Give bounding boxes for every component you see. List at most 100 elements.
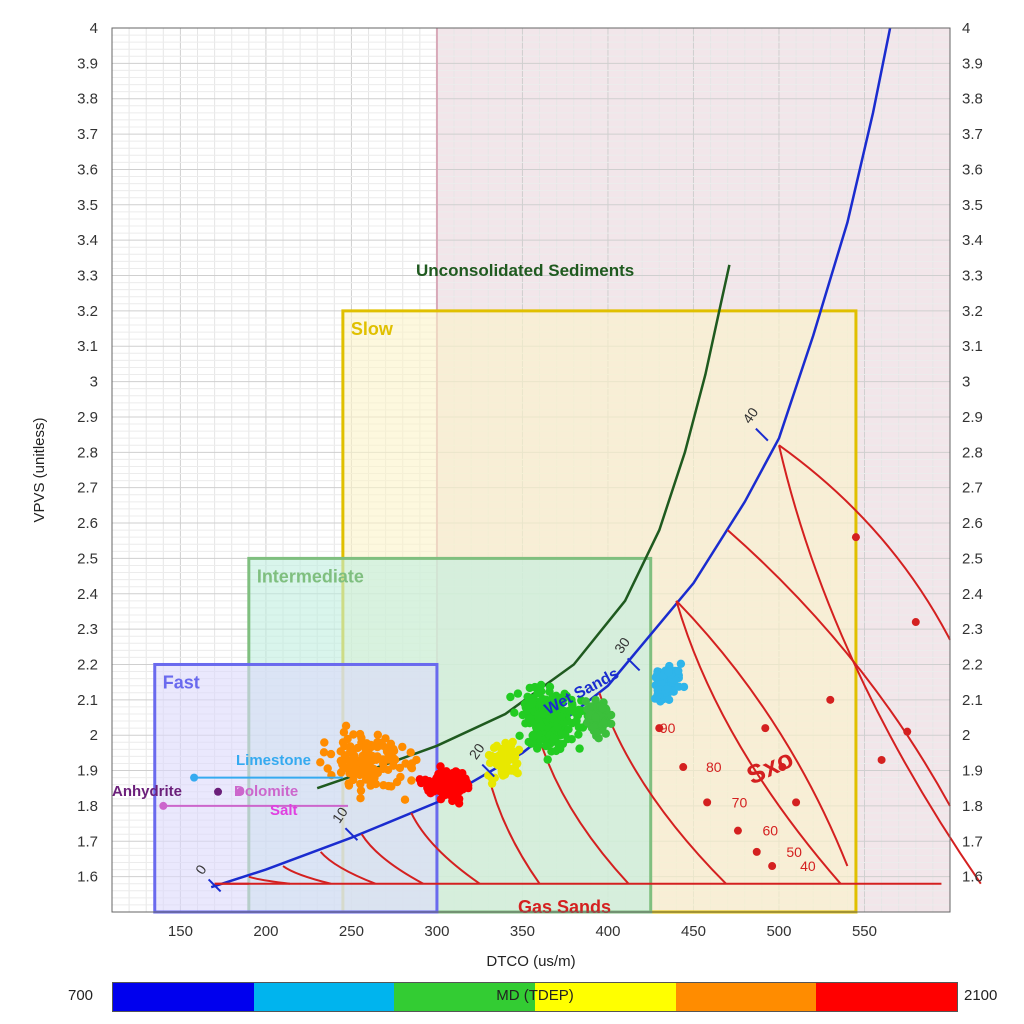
sxo-line [360, 833, 424, 885]
sxo-line [675, 600, 842, 885]
y-tick-label-left: 1.7 [77, 833, 98, 850]
data-point [485, 758, 495, 768]
data-point [355, 770, 364, 780]
data-point [674, 666, 683, 675]
data-point [436, 795, 446, 804]
y-tick-label-right: 2.1 [962, 692, 983, 709]
y-tick-label-left: 2.3 [77, 621, 98, 638]
data-point [581, 697, 590, 706]
data-point [341, 721, 351, 730]
data-point [664, 695, 674, 704]
y-axis-title: VPVS (unitless) [31, 417, 48, 522]
data-point [381, 755, 391, 764]
y-tick-label-left: 3.4 [77, 232, 98, 249]
data-point [543, 722, 552, 732]
md-series [651, 659, 689, 706]
y-tick-label-right: 3.8 [962, 91, 983, 108]
sxo-marker [733, 826, 742, 835]
md-colorbar [112, 982, 958, 1012]
data-point [575, 744, 584, 753]
y-tick-label-left: 1.6 [77, 869, 98, 886]
y-tick-label-left: 2.9 [77, 409, 98, 426]
data-point [528, 698, 537, 707]
sxo-value-label: 50 [786, 844, 802, 860]
sxo-line [319, 851, 376, 885]
y-tick-label-right: 2.4 [962, 586, 983, 603]
data-point [545, 682, 555, 691]
data-point [367, 756, 377, 765]
data-point [340, 741, 349, 751]
data-point [356, 794, 365, 803]
y-tick-label-right: 2.9 [962, 409, 983, 426]
region-label-fast: Fast [163, 672, 200, 692]
sxo-line [727, 529, 951, 807]
y-tick-label-right: 3.2 [962, 303, 983, 320]
data-point [529, 732, 538, 741]
x-tick-label: 200 [253, 923, 278, 940]
data-point [507, 766, 516, 775]
sxo-marker [679, 763, 688, 772]
data-point [553, 698, 563, 707]
md-series [316, 721, 421, 804]
y-tick-label-left: 2.8 [77, 444, 98, 461]
data-point [565, 706, 574, 715]
data-point [591, 695, 600, 705]
colorbar-segment [535, 983, 676, 1011]
data-point [434, 777, 444, 787]
x-tick-label: 400 [595, 923, 620, 940]
data-point [676, 659, 686, 668]
x-tick-label: 550 [852, 923, 877, 940]
y-tick-label-left: 2.2 [77, 656, 98, 673]
data-point [390, 755, 400, 764]
colorbar-max-label: 2100 [964, 987, 998, 1004]
data-point [598, 703, 607, 713]
data-point [541, 741, 551, 751]
data-point [513, 689, 523, 698]
y-tick-label-right: 2.2 [962, 656, 983, 673]
y-tick-label-left: 3.6 [77, 161, 98, 178]
data-point [407, 764, 417, 773]
mineral-label-anhydrite: Anhydrite [112, 783, 182, 800]
data-point [533, 744, 542, 753]
data-point [592, 728, 601, 737]
data-point [395, 763, 405, 773]
sxo-line [282, 865, 332, 885]
unconsolidated-sediments-label: Unconsolidated Sediments [416, 261, 634, 280]
sxo-line [675, 600, 849, 867]
data-point [454, 799, 464, 808]
sxo-value-label: 60 [762, 823, 778, 839]
data-point [357, 754, 366, 764]
x-tick-label: 500 [766, 923, 791, 940]
data-point [497, 768, 507, 778]
data-point [552, 706, 561, 715]
region-label-slow: Slow [351, 319, 394, 339]
y-tick-label-left: 3.8 [77, 91, 98, 108]
data-point [373, 730, 382, 739]
data-point [561, 730, 570, 739]
x-tick-label: 300 [424, 923, 449, 940]
y-tick-label-right: 2.6 [962, 515, 983, 532]
y-tick-label-left: 1.8 [77, 798, 98, 815]
data-point [541, 695, 551, 704]
y-tick-label-right: 2 [962, 727, 970, 744]
sxo-marker [703, 798, 712, 807]
sxo-marker [851, 533, 860, 542]
sxo-marker [877, 755, 886, 764]
data-point [607, 719, 616, 728]
colorbar-segment [253, 983, 395, 1011]
data-point [591, 713, 600, 722]
data-point [401, 759, 410, 768]
data-point [506, 692, 515, 702]
data-point [344, 779, 353, 788]
y-tick-label-left: 3.9 [77, 55, 98, 72]
data-point [513, 769, 522, 778]
data-point [326, 749, 336, 759]
y-tick-label-left: 2.4 [77, 586, 98, 603]
sxo-line [538, 738, 630, 885]
data-point [538, 710, 547, 719]
y-tick-label-left: 2.6 [77, 515, 98, 532]
y-tick-label-left: 3.1 [77, 338, 98, 355]
mineral-label-dolomite: Dolomite [234, 783, 298, 800]
data-point [431, 785, 440, 794]
y-tick-label-right: 1.6 [962, 869, 983, 886]
